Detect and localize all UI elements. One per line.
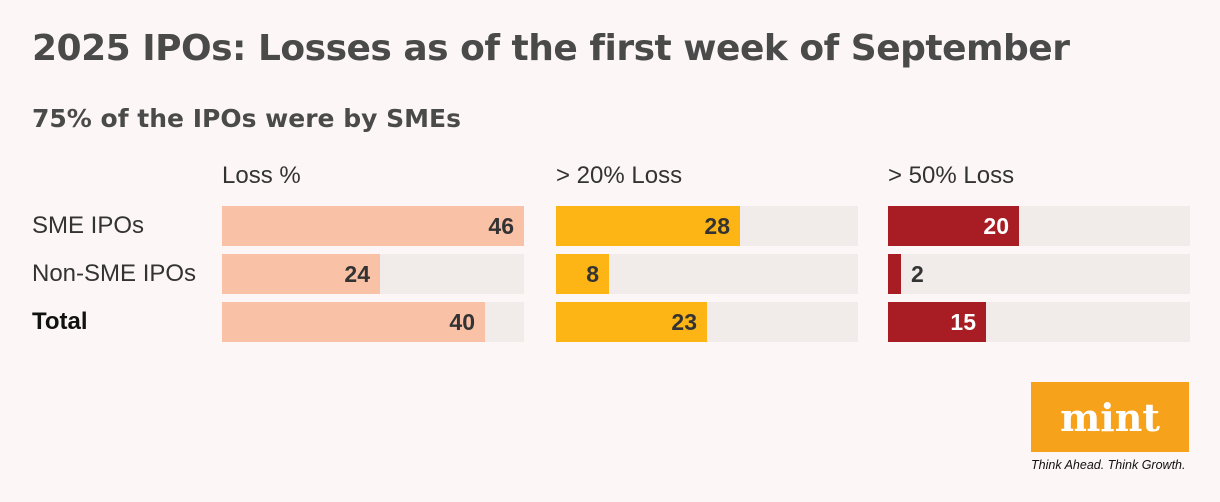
bar-sme-ipos-series-2 [556, 206, 740, 246]
bar-total-series-2 [556, 302, 707, 342]
row-label-non-sme-ipos: Non-SME IPOs [32, 260, 197, 287]
bar-total-series-3 [888, 302, 986, 342]
brand-tagline: Think Ahead. Think Growth. [1031, 458, 1186, 472]
bar-sme-ipos-series-3 [888, 206, 1019, 246]
bar-track: 28 [556, 206, 858, 246]
bar-track: 8 [556, 254, 858, 294]
data-label: 28 [704, 213, 730, 239]
data-label: 24 [344, 261, 370, 287]
data-label: 40 [449, 309, 475, 335]
panel-header-loss: Loss % [222, 162, 301, 189]
data-label: 2 [911, 261, 924, 287]
bar-track: 40 [222, 302, 524, 342]
data-label: 46 [488, 213, 514, 239]
panel-header-20-loss: > 20% Loss [556, 162, 683, 189]
chart-title: 2025 IPOs: Losses as of the first week o… [32, 28, 1070, 69]
row-label-total: Total [32, 308, 88, 335]
data-label: 8 [586, 261, 599, 287]
panel-header-50-loss: > 50% Loss [888, 162, 1015, 189]
row-label-sme-ipos: SME IPOs [32, 212, 145, 239]
data-label: 15 [950, 309, 976, 335]
bar-track: 23 [556, 302, 858, 342]
mint-logo: mint [1031, 382, 1189, 452]
bar-non-sme-ipos-series-2 [556, 254, 609, 294]
bar-non-sme-ipos-series-3 [888, 254, 901, 294]
bar-track: 15 [888, 302, 1190, 342]
bar-sme-ipos-series-1 [222, 206, 524, 246]
mint-logo-text: mint [1060, 394, 1160, 440]
bar-track: 2 [888, 254, 1190, 294]
bar-non-sme-ipos-series-1 [222, 254, 380, 294]
data-label: 20 [983, 213, 1009, 239]
bar-total-series-1 [222, 302, 485, 342]
bar-track: 46 [222, 206, 524, 246]
bar-track: 20 [888, 206, 1190, 246]
chart-subtitle: 75% of the IPOs were by SMEs [32, 104, 461, 133]
bar-track: 24 [222, 254, 524, 294]
data-label: 23 [671, 309, 697, 335]
